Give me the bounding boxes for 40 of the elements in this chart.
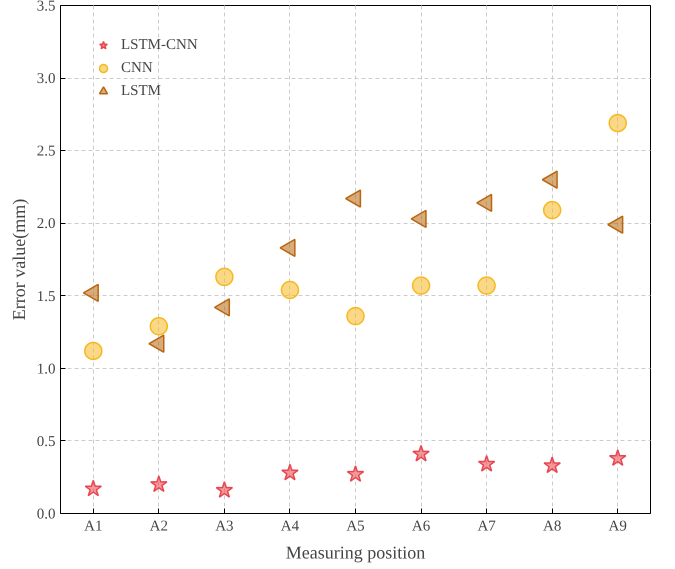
legend-label: LSTM xyxy=(121,82,162,100)
y-tick-label: 0.0 xyxy=(36,506,56,522)
legend-label: CNN xyxy=(121,60,153,76)
legend-label: LSTM-CNN xyxy=(121,36,198,54)
point xyxy=(412,444,430,462)
y-tick-label: 3.0 xyxy=(36,71,56,88)
x-tick-label: A1 xyxy=(84,518,102,534)
point xyxy=(478,454,496,472)
y-tick-label: 3.5 xyxy=(36,0,56,14)
point xyxy=(215,268,234,286)
x-tick-label: A6 xyxy=(412,518,431,534)
y-axis-title: Error value(mm) xyxy=(8,198,29,320)
point xyxy=(608,114,627,132)
y-tick-label: 1.5 xyxy=(36,288,56,305)
point xyxy=(216,481,234,498)
point xyxy=(543,456,561,474)
x-tick-label: A5 xyxy=(346,518,365,534)
x-axis-title: Measuring position xyxy=(286,542,426,562)
point xyxy=(542,200,562,220)
point xyxy=(84,480,102,496)
x-tick-label: A8 xyxy=(543,518,562,534)
point xyxy=(150,317,168,336)
point xyxy=(150,475,168,492)
x-tick-label: A7 xyxy=(477,518,496,534)
y-tick-label: 1.0 xyxy=(36,361,56,378)
x-tick-label: A9 xyxy=(608,518,627,534)
y-tick-label: 2.0 xyxy=(36,216,56,232)
point xyxy=(412,276,430,295)
x-tick-label: A3 xyxy=(215,518,234,534)
point xyxy=(477,276,496,295)
x-tick-label: A4 xyxy=(280,518,300,534)
point xyxy=(608,449,627,466)
point xyxy=(281,464,299,480)
x-tick-label: A2 xyxy=(150,518,168,534)
point xyxy=(280,280,300,300)
y-tick-label: 0.5 xyxy=(36,434,56,450)
point xyxy=(346,306,365,326)
point xyxy=(84,342,103,360)
y-tick-label: 2.5 xyxy=(36,144,56,160)
point xyxy=(346,465,364,482)
